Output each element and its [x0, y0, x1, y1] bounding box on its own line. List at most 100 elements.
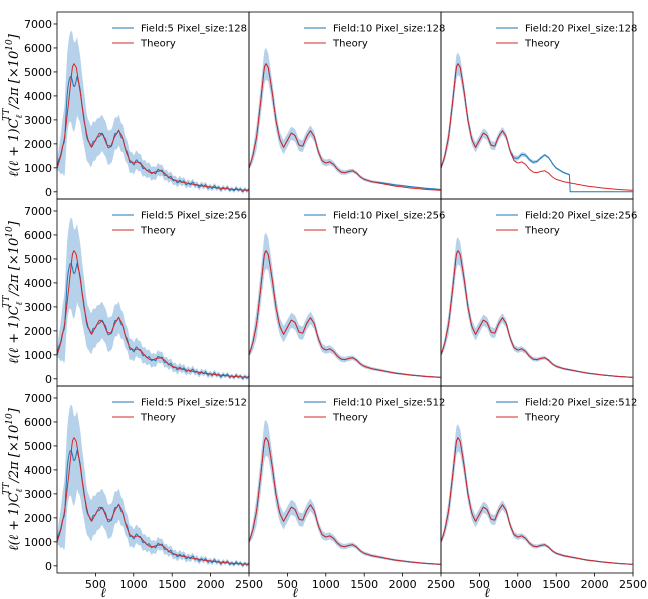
- y-tick-label: 2000: [24, 325, 52, 338]
- panel-r0-c1: Field:10 Pixel_size:128 Theory: [248, 11, 445, 200]
- legend: Field:10 Pixel_size:128 Theory: [304, 24, 445, 50]
- panel-r2-c2: 500 1000 1500 2000 2500 Field:20 Pixel_size:5…: [440, 385, 647, 591]
- y-tick-label: 4000: [24, 90, 52, 103]
- y-tick-label: 5000: [24, 253, 52, 266]
- y-axis-labels: ℓ(ℓ + 1)CℓTT/2π [×1010] ℓ(ℓ + 1)CℓTT/2π […: [2, 33, 25, 551]
- panel-r2-c0: 0 1000 2000 3000 4000 5000 6000 7000 500 1000 1500…: [24, 385, 263, 591]
- legend-entry-theory: Theory: [332, 39, 368, 50]
- legend: Field:5 Pixel_size:256 Theory: [112, 211, 247, 237]
- legend-entry-measured: Field:5 Pixel_size:256: [141, 211, 247, 222]
- panel-r0-c2: Field:20 Pixel_size:128 Theory: [440, 11, 637, 200]
- x-axis-label: ℓ: [100, 586, 106, 599]
- legend: Field:5 Pixel_size:512 Theory: [112, 398, 247, 424]
- plot-area: [57, 217, 249, 381]
- x-tick-label: 500: [469, 578, 490, 591]
- legend: Field:10 Pixel_size:512 Theory: [304, 398, 445, 424]
- legend-entry-measured: Field:5 Pixel_size:512: [141, 398, 247, 409]
- y-tick-label: 1000: [24, 536, 52, 549]
- theory-line: [441, 436, 633, 565]
- y-tick-label: 3000: [24, 301, 52, 314]
- y-tick-label: 1000: [24, 162, 52, 175]
- legend-entry-theory: Theory: [524, 39, 560, 50]
- y-tick-label: 1000: [24, 349, 52, 362]
- axes-frame: [440, 385, 634, 574]
- x-axis-label: ℓ: [292, 586, 298, 599]
- legend-entry-theory: Theory: [332, 226, 368, 237]
- measured-band: [441, 424, 633, 565]
- x-tick-label: 2000: [389, 578, 417, 591]
- x-tick-label: 2500: [619, 578, 647, 591]
- legend-entry-measured: Field:20 Pixel_size:128: [525, 24, 637, 35]
- panel-r1-c0: 0 1000 2000 3000 4000 5000 6000 7000 Field:5 Pix…: [24, 198, 250, 387]
- plot-area: [57, 404, 249, 568]
- y-tick-label: 6000: [24, 229, 52, 242]
- x-tick-label: 500: [277, 578, 298, 591]
- legend-entry-theory: Theory: [140, 39, 176, 50]
- y-tick-label: 7000: [24, 18, 52, 31]
- x-tick-label: 1500: [158, 578, 186, 591]
- y-axis-label: ℓ(ℓ + 1)CℓTT/2π [×1010]: [2, 33, 25, 177]
- legend-entry-theory: Theory: [332, 413, 368, 424]
- y-tick-label: 7000: [24, 205, 52, 218]
- plot-area: [249, 232, 441, 379]
- y-tick-label: 5000: [24, 440, 52, 453]
- theory-line: [57, 249, 249, 378]
- legend: Field:5 Pixel_size:128 Theory: [112, 24, 247, 50]
- panel-r0-c0: 0 1000 2000 3000 4000 5000 6000 7000 Field:5 Pix…: [24, 11, 250, 200]
- plot-area: [249, 419, 441, 566]
- legend-entry-measured: Field:10 Pixel_size:512: [333, 398, 445, 409]
- measured-band: [249, 232, 441, 379]
- legend: Field:20 Pixel_size:128 Theory: [496, 24, 637, 50]
- x-tick-label: 2500: [235, 578, 263, 591]
- y-tick-label: 4000: [24, 464, 52, 477]
- panel-r1-c2: Field:20 Pixel_size:256 Theory: [440, 198, 637, 387]
- theory-line: [57, 62, 249, 191]
- x-tick-label: 500: [85, 578, 106, 591]
- x-axis-label: ℓ: [484, 586, 490, 599]
- y-tick-label: 4000: [24, 277, 52, 290]
- plot-area: [441, 237, 633, 378]
- plot-area: [57, 30, 249, 194]
- measured-band: [441, 52, 570, 176]
- legend-entry-measured: Field:20 Pixel_size:512: [525, 398, 637, 409]
- theory-line: [441, 249, 633, 378]
- plot-area: [441, 52, 633, 193]
- theory-line: [57, 436, 249, 565]
- legend-entry-theory: Theory: [524, 226, 560, 237]
- legend-entry-theory: Theory: [524, 413, 560, 424]
- y-tick-label: 5000: [24, 66, 52, 79]
- x-tick-label: 2000: [581, 578, 609, 591]
- x-tick-label: 2000: [197, 578, 225, 591]
- plot-area: [249, 48, 441, 191]
- measured-band: [441, 237, 633, 378]
- y-tick-label: 2000: [24, 512, 52, 525]
- legend-entry-measured: Field:5 Pixel_size:128: [141, 24, 247, 35]
- y-tick-label: 7000: [24, 392, 52, 405]
- legend: Field:20 Pixel_size:256 Theory: [496, 211, 637, 237]
- x-tick-label: 2500: [427, 578, 455, 591]
- panel-r2-c1: 500 1000 1500 2000 2500 Field:10 Pixel_size:5…: [248, 385, 455, 591]
- legend: Field:20 Pixel_size:512 Theory: [496, 398, 637, 424]
- theory-line: [441, 62, 633, 191]
- y-tick-label: 6000: [24, 416, 52, 429]
- theory-line: [249, 436, 441, 565]
- measured-band: [249, 419, 441, 566]
- legend: Field:10 Pixel_size:256 Theory: [304, 211, 445, 237]
- plot-area: [441, 424, 633, 565]
- y-tick-label: 2000: [24, 138, 52, 151]
- x-tick-label: 1500: [542, 578, 570, 591]
- y-tick-label: 0: [45, 186, 52, 199]
- measured-band: [57, 30, 249, 194]
- theory-line: [249, 62, 441, 191]
- legend-entry-measured: Field:20 Pixel_size:256: [525, 211, 637, 222]
- y-tick-label: 3000: [24, 114, 52, 127]
- x-tick-label: 1000: [504, 578, 532, 591]
- x-tick-label: 1000: [312, 578, 340, 591]
- y-axis-label: ℓ(ℓ + 1)CℓTT/2π [×1010]: [2, 220, 25, 364]
- y-tick-label: 0: [45, 560, 52, 573]
- y-axis-label: ℓ(ℓ + 1)CℓTT/2π [×1010]: [2, 407, 25, 551]
- theory-line: [249, 249, 441, 378]
